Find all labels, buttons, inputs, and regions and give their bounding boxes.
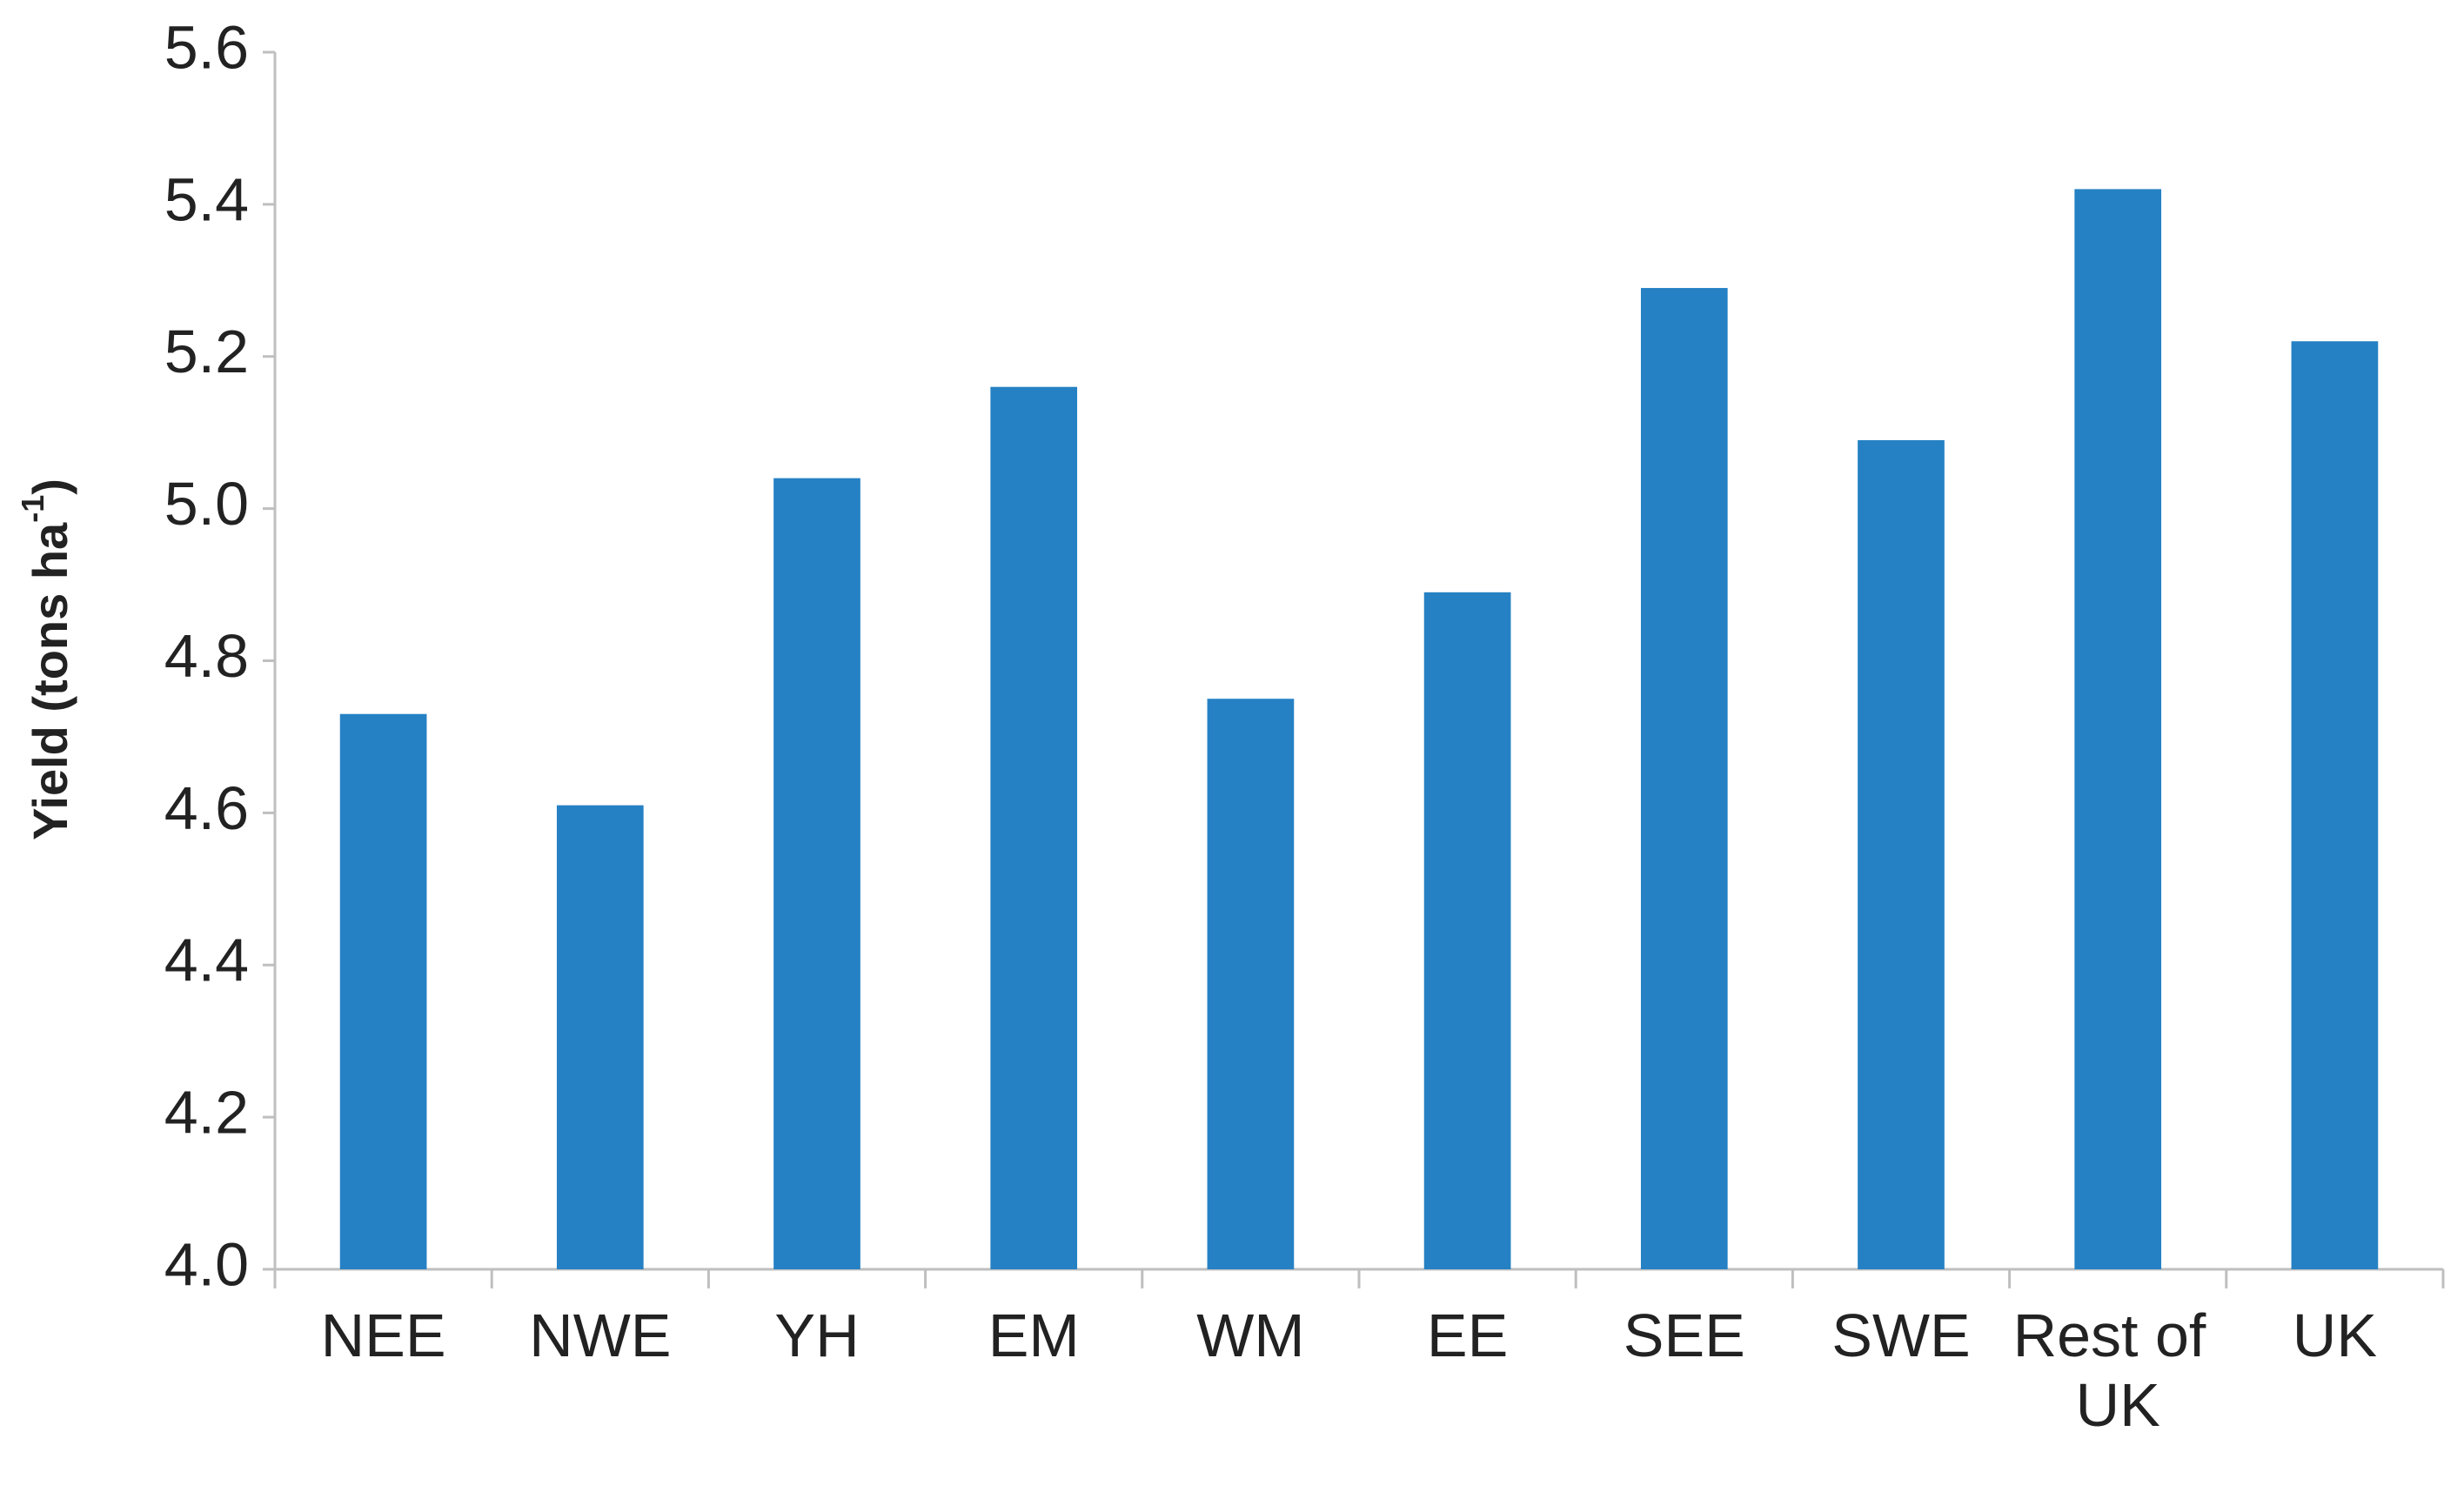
x-tick-label: SWE <box>1831 1301 1970 1369</box>
x-tick-label: WM <box>1196 1301 1304 1369</box>
y-axis-label-main: Yield (tons ha <box>23 522 77 840</box>
y-tick-label: 5.6 <box>164 13 249 81</box>
y-tick-label: 5.0 <box>164 470 249 538</box>
y-tick-label: 4.2 <box>164 1079 249 1147</box>
bar <box>1207 699 1295 1269</box>
bar <box>1423 592 1511 1269</box>
y-tick-label: 5.4 <box>164 165 249 233</box>
y-tick-label: 4.6 <box>164 774 249 842</box>
y-tick-label: 4.0 <box>164 1230 249 1298</box>
x-tick-label-line: Rest of <box>2013 1301 2223 1369</box>
y-tick-label: 5.2 <box>164 318 249 385</box>
y-axis-label: Yield (tons ha-1) <box>15 478 77 840</box>
bar <box>2074 189 2162 1270</box>
bar <box>556 805 644 1269</box>
bar <box>990 386 1078 1270</box>
x-tick-label: Rest of UK <box>2013 1301 2223 1439</box>
x-tick-label: NEE <box>321 1301 446 1369</box>
bar <box>1640 288 1728 1269</box>
y-tick-label: 4.4 <box>164 927 249 994</box>
x-tick-label: EE <box>1427 1301 1508 1369</box>
bar <box>339 713 427 1269</box>
bar <box>2291 341 2379 1270</box>
x-tick-label: NWE <box>529 1301 671 1369</box>
bar <box>773 478 860 1269</box>
y-axis-label-sup: -1 <box>15 495 50 523</box>
x-tick-label: YH <box>774 1301 859 1369</box>
x-tick-label-line: UK <box>2076 1371 2160 1439</box>
y-tick-label: 4.8 <box>164 622 249 690</box>
x-tick-label: UK <box>2293 1301 2377 1369</box>
y-axis-label-end: ) <box>23 478 77 495</box>
x-tick-label: SEE <box>1624 1301 1745 1369</box>
x-tick-label: EM <box>988 1301 1080 1369</box>
bar <box>1858 439 1945 1269</box>
